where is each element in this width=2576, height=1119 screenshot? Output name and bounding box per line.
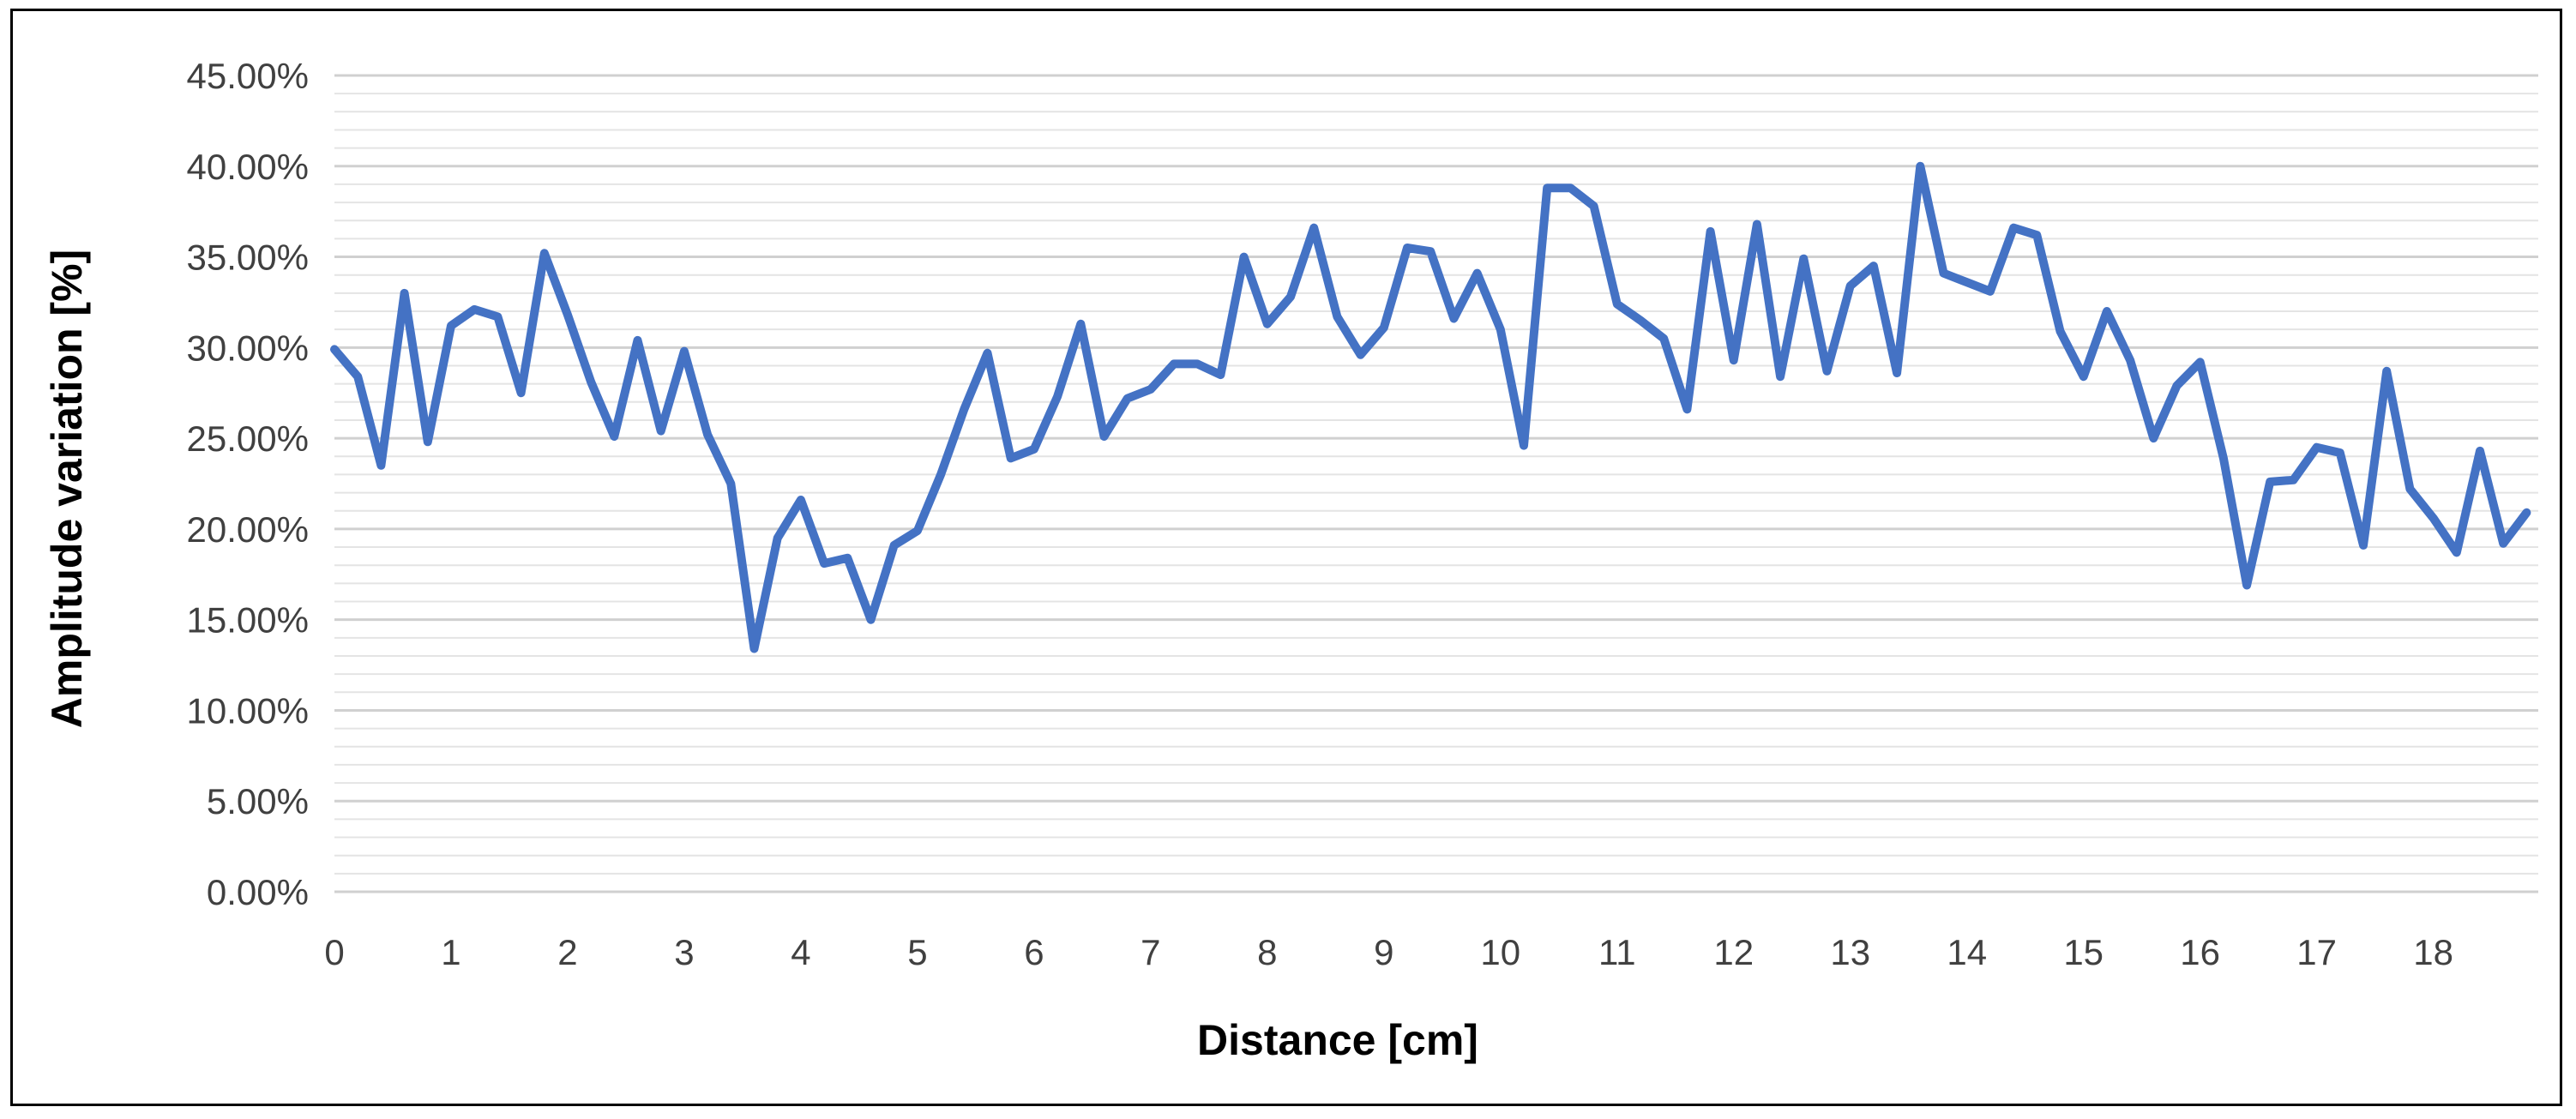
y-tick-label: 20.00% xyxy=(187,509,309,550)
y-tick-label: 40.00% xyxy=(187,147,309,187)
x-axis-tick-labels: 0 1 2 3 4 5 6 7 8 9 10 11 12 13 14 15 16 17 18 xyxy=(324,932,2453,972)
x-tick-label: 9 xyxy=(1374,932,1393,972)
x-tick-label: 14 xyxy=(1947,932,1987,972)
x-tick-label: 15 xyxy=(2063,932,2104,972)
x-tick-label: 10 xyxy=(1480,932,1520,972)
x-tick-label: 12 xyxy=(1713,932,1754,972)
x-tick-label: 16 xyxy=(2180,932,2220,972)
grid-lines xyxy=(334,74,2538,893)
x-tick-label: 5 xyxy=(907,932,927,972)
x-tick-label: 4 xyxy=(791,932,810,972)
y-tick-label: 25.00% xyxy=(187,418,309,459)
y-tick-label: 5.00% xyxy=(207,781,309,821)
y-tick-label: 10.00% xyxy=(187,690,309,731)
y-axis-tick-labels: 0.00% 5.00% 10.00% 15.00% 20.00% 25.00% 30.00%… xyxy=(187,56,309,912)
series-layer xyxy=(330,161,2531,653)
x-tick-label: 8 xyxy=(1257,932,1277,972)
y-tick-label: 35.00% xyxy=(187,238,309,278)
x-tick-label: 1 xyxy=(441,932,460,972)
chart-frame xyxy=(10,9,2562,1106)
x-tick-label: 17 xyxy=(2296,932,2337,972)
series-line xyxy=(330,161,2531,653)
y-tick-label: 45.00% xyxy=(187,56,309,96)
x-axis-title: Distance [cm] xyxy=(1197,1016,1478,1064)
y-tick-label: 30.00% xyxy=(187,328,309,368)
x-tick-label: 0 xyxy=(324,932,344,972)
y-tick-label: 15.00% xyxy=(187,600,309,641)
y-axis-title: Amplitude variation [%] xyxy=(43,250,91,728)
x-tick-label: 6 xyxy=(1024,932,1044,972)
x-tick-label: 18 xyxy=(2413,932,2453,972)
x-tick-label: 3 xyxy=(674,932,694,972)
x-tick-label: 13 xyxy=(1830,932,1870,972)
x-tick-label: 2 xyxy=(557,932,577,972)
x-tick-label: 11 xyxy=(1598,932,1636,972)
y-tick-label: 0.00% xyxy=(207,872,309,912)
x-tick-label: 7 xyxy=(1141,932,1160,972)
